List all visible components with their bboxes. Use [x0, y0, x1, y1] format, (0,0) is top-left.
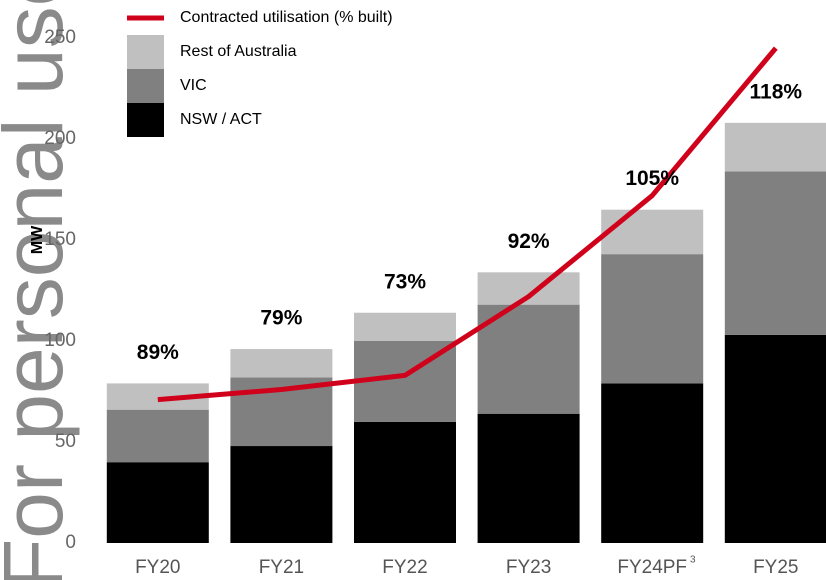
bar-segment: [601, 383, 704, 543]
y-tick-label: 100: [44, 330, 76, 351]
bar-segment: [601, 209, 704, 255]
legend-swatch: [127, 35, 164, 69]
x-tick-label: FY24PF: [617, 557, 687, 578]
y-tick-label: 0: [65, 532, 76, 553]
utilisation-label: 73%: [384, 270, 426, 293]
legend-label: Rest of Australia: [180, 43, 297, 60]
y-tick-label: 200: [44, 128, 76, 149]
legend-label: Contracted utilisation (% built): [180, 9, 393, 26]
bar-segment: [477, 272, 580, 305]
bar-segment: [601, 254, 704, 384]
legend-swatch: [127, 69, 164, 103]
x-tick-label: FY23: [506, 557, 551, 578]
bar-segment: [354, 312, 456, 341]
bar-segment: [477, 413, 580, 543]
y-tick-label: 150: [44, 229, 76, 250]
watermark: For personal use: [0, 0, 80, 580]
utilisation-label: 79%: [260, 307, 302, 330]
legend-label: NSW / ACT: [180, 111, 262, 128]
x-tick-label: FY21: [259, 557, 304, 578]
legend-label: VIC: [180, 77, 207, 94]
legend-swatch: [127, 103, 164, 137]
utilisation-label: 118%: [750, 80, 803, 103]
x-tick-label: FY20: [135, 557, 180, 578]
utilisation-label: 105%: [625, 167, 679, 190]
category-note: 3: [690, 555, 696, 566]
y-tick-label: 50: [55, 431, 76, 452]
x-tick-label: FY25: [753, 557, 798, 578]
bar-segment: [106, 409, 209, 463]
bar-segment: [724, 171, 826, 335]
bar-segment: [354, 421, 456, 543]
bar-segment: [477, 304, 580, 414]
bar-segment: [724, 334, 826, 543]
y-axis-label: MW: [29, 225, 46, 254]
bar-segment: [230, 446, 333, 543]
utilisation-label: 92%: [508, 230, 550, 253]
utilisation-label: 89%: [137, 341, 179, 364]
bar-segment: [106, 462, 209, 543]
x-tick-label: FY22: [382, 557, 427, 578]
line: [157, 46, 778, 403]
y-tick-label: 250: [44, 27, 76, 48]
bar-segment: [230, 349, 333, 378]
bar-segment: [724, 122, 826, 172]
